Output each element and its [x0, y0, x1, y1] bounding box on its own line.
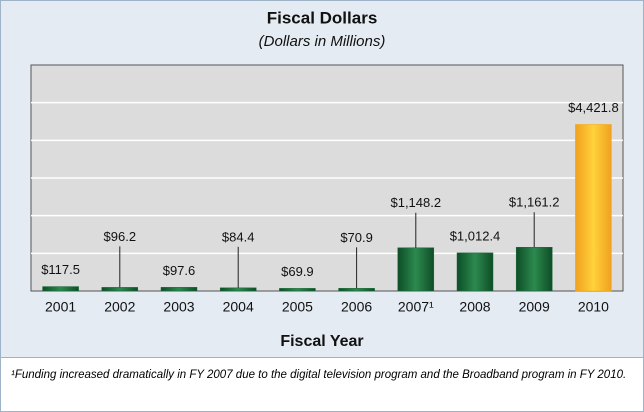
value-label: $70.9 — [340, 230, 373, 245]
value-label: $96.2 — [104, 229, 137, 244]
chart-subtitle: (Dollars in Millions) — [259, 33, 386, 50]
value-label: $69.9 — [281, 264, 314, 279]
bar — [219, 287, 257, 292]
x-tick-label: 2005 — [282, 299, 313, 315]
value-label: $117.5 — [41, 262, 80, 277]
x-tick-label: 2010 — [578, 299, 609, 315]
x-tick-label: 2001 — [45, 299, 76, 315]
value-label: $84.4 — [222, 229, 255, 244]
value-label: $1,012.4 — [450, 228, 501, 243]
bar — [456, 252, 494, 292]
bar — [101, 287, 139, 292]
x-axis-label: Fiscal Year — [280, 333, 363, 350]
x-tick-label: 2003 — [163, 299, 194, 315]
x-tick-label: 2008 — [459, 299, 490, 315]
chart: Fiscal Dollars (Dollars in Millions) Fis… — [30, 8, 624, 350]
bar — [160, 287, 198, 292]
bar — [42, 286, 79, 292]
bar — [279, 288, 316, 292]
bar — [397, 247, 435, 292]
value-label: $4,421.8 — [568, 100, 619, 115]
value-label: $97.6 — [163, 263, 196, 278]
value-label: $1,148.2 — [390, 195, 441, 210]
footnote: ¹Funding increased dramatically in FY 20… — [1, 357, 643, 411]
x-tick-label: 2002 — [104, 299, 135, 315]
x-tick-label: 2006 — [341, 299, 372, 315]
bar — [575, 124, 612, 292]
x-tick-label: 2009 — [519, 299, 550, 315]
chart-title: Fiscal Dollars — [267, 8, 378, 27]
x-tick-label: 2007¹ — [398, 299, 434, 315]
value-label: $1,161.2 — [509, 195, 560, 210]
x-tick-label: 2004 — [223, 299, 254, 315]
bar — [515, 247, 553, 292]
bar — [338, 288, 375, 292]
